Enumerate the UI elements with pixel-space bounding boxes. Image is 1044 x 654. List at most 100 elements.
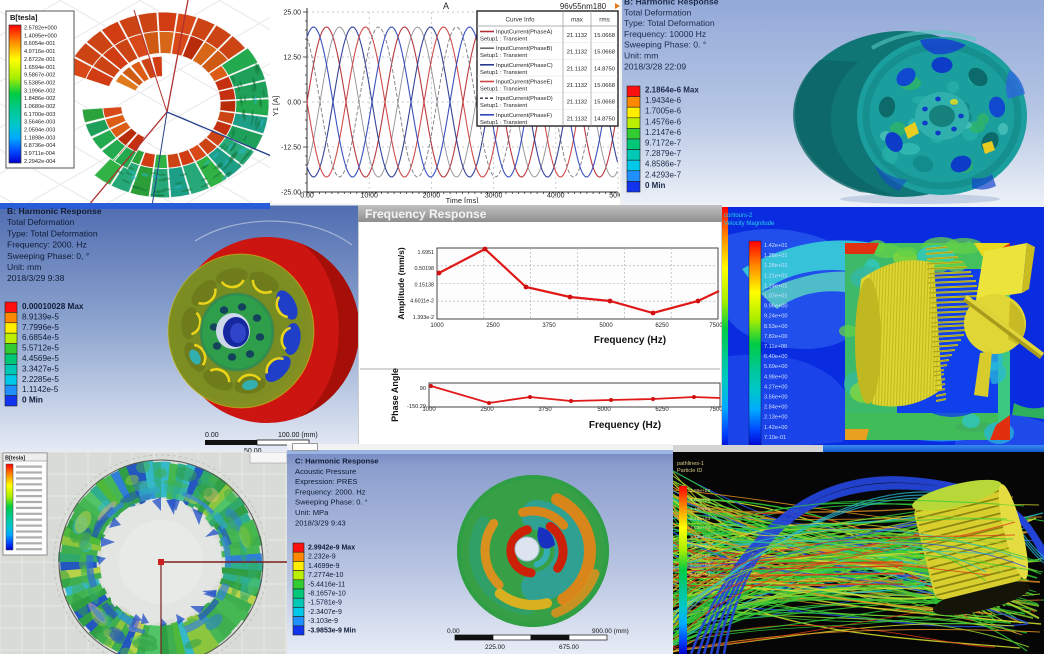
svg-text:15.0668: 15.0668 <box>594 33 615 39</box>
svg-text:-3.9853e-9 Min: -3.9853e-9 Min <box>308 627 356 634</box>
svg-text:Sweeping Phase: 0, °: Sweeping Phase: 0, ° <box>7 251 89 261</box>
svg-text:InputCurrent(PhaseE): InputCurrent(PhaseE) <box>496 80 552 86</box>
svg-text:Amplitude (mm/s): Amplitude (mm/s) <box>396 247 406 320</box>
svg-text:-5.4416e-11: -5.4416e-11 <box>308 581 345 588</box>
svg-text:-25.00: -25.00 <box>281 190 301 197</box>
svg-text:225.00: 225.00 <box>485 644 505 651</box>
svg-text:Acoustic Pressure: Acoustic Pressure <box>295 467 356 476</box>
svg-text:4.16e+03: 4.16e+03 <box>690 516 710 522</box>
svg-text:7500: 7500 <box>709 323 722 329</box>
svg-text:6250: 6250 <box>655 407 669 413</box>
svg-text:Type: Total Deformation: Type: Total Deformation <box>624 18 715 28</box>
svg-text:-12.50: -12.50 <box>281 145 301 152</box>
svg-text:5000: 5000 <box>599 323 613 329</box>
svg-text:max: max <box>571 17 584 24</box>
svg-text:21.1132: 21.1132 <box>567 66 588 72</box>
svg-text:3.9711e-004: 3.9711e-004 <box>24 151 55 157</box>
svg-text:5.5385e-002: 5.5385e-002 <box>24 80 55 86</box>
svg-text:2.9942e-9 Max: 2.9942e-9 Max <box>308 545 355 552</box>
svg-text:B: Harmonic Response: B: Harmonic Response <box>7 206 102 216</box>
svg-text:1000: 1000 <box>430 323 444 329</box>
svg-text:InputCurrent(PhaseA): InputCurrent(PhaseA) <box>496 30 552 36</box>
svg-text:Setup1 : Transient: Setup1 : Transient <box>480 53 527 59</box>
svg-text:14.8750: 14.8750 <box>594 116 615 122</box>
svg-text:Y1 [A]: Y1 [A] <box>271 96 280 116</box>
svg-text:6.40e+00: 6.40e+00 <box>764 354 788 360</box>
svg-text:3.3427e-5: 3.3427e-5 <box>22 364 59 373</box>
svg-text:50.00: 50.00 <box>609 193 620 200</box>
svg-text:Expression: PRES: Expression: PRES <box>295 477 357 486</box>
svg-text:9.5867e-002: 9.5867e-002 <box>24 73 55 79</box>
svg-text:Frequency: 2000. Hz: Frequency: 2000. Hz <box>295 487 366 496</box>
svg-text:Unit: MPa: Unit: MPa <box>295 508 329 517</box>
svg-text:0 Min: 0 Min <box>22 396 43 405</box>
svg-text:3.01e+03: 3.01e+03 <box>690 562 710 568</box>
svg-text:-8.1657e-10: -8.1657e-10 <box>308 591 346 598</box>
svg-text:Frequency: 10000 Hz: Frequency: 10000 Hz <box>624 29 706 39</box>
svg-text:2.2942e-004: 2.2942e-004 <box>24 159 55 165</box>
svg-text:1.21e+01: 1.21e+01 <box>764 273 788 279</box>
svg-text:InputCurrent(PhaseF): InputCurrent(PhaseF) <box>496 113 552 119</box>
svg-text:900.00 (mm): 900.00 (mm) <box>592 628 629 635</box>
svg-text:Phase Angle: Phase Angle <box>390 368 400 422</box>
svg-text:3.1996e-002: 3.1996e-002 <box>24 88 55 94</box>
svg-text:7.82e+00: 7.82e+00 <box>764 334 788 340</box>
svg-text:1.42e+01: 1.42e+01 <box>764 243 788 249</box>
svg-text:4.86e+03: 4.86e+03 <box>690 488 710 494</box>
svg-text:8.53e+00: 8.53e+00 <box>764 324 788 330</box>
svg-text:1.7005e-6: 1.7005e-6 <box>645 107 682 116</box>
svg-text:9.7172e-7: 9.7172e-7 <box>645 139 682 148</box>
svg-text:1000: 1000 <box>422 407 436 413</box>
svg-text:0.00: 0.00 <box>300 193 314 200</box>
svg-text:40.00: 40.00 <box>547 193 565 200</box>
svg-text:-3.103e-9: -3.103e-9 <box>308 618 338 625</box>
svg-text:1.42e+00: 1.42e+00 <box>764 425 788 431</box>
svg-text:2.1864e-6 Max: 2.1864e-6 Max <box>645 86 699 95</box>
svg-text:1.07e+01: 1.07e+01 <box>764 294 788 300</box>
svg-text:Curve Info: Curve Info <box>505 17 535 24</box>
svg-text:7.7996e-5: 7.7996e-5 <box>22 323 59 332</box>
svg-text:-1.5781e-9: -1.5781e-9 <box>308 600 342 607</box>
svg-text:1.4576e-6: 1.4576e-6 <box>645 117 682 126</box>
svg-text:21.1132: 21.1132 <box>567 33 588 39</box>
svg-text:1.6951: 1.6951 <box>418 250 435 256</box>
svg-text:1.0680e-002: 1.0680e-002 <box>24 104 55 110</box>
svg-text:1.28e+01: 1.28e+01 <box>764 263 788 269</box>
svg-text:Unit: mm: Unit: mm <box>7 262 41 272</box>
svg-text:C: Harmonic Response: C: Harmonic Response <box>295 457 379 466</box>
svg-text:2018/3/28 22:09: 2018/3/28 22:09 <box>624 61 686 71</box>
svg-text:Setup1 : Transient: Setup1 : Transient <box>480 70 527 76</box>
svg-text:Velocity Magnitude: Velocity Magnitude <box>724 221 775 227</box>
svg-text:-150.29: -150.29 <box>407 404 426 410</box>
svg-text:2.13e+00: 2.13e+00 <box>764 415 788 421</box>
svg-text:2018/3/29 9:38: 2018/3/29 9:38 <box>7 273 65 283</box>
svg-text:0.00: 0.00 <box>447 628 460 635</box>
svg-text:2.4293e-7: 2.4293e-7 <box>645 170 682 179</box>
svg-text:0.00: 0.00 <box>287 100 301 107</box>
svg-text:12.50: 12.50 <box>283 55 301 62</box>
svg-text:Frequency Response: Frequency Response <box>365 207 487 221</box>
svg-text:0.15138: 0.15138 <box>415 282 435 288</box>
svg-text:3.24e+03: 3.24e+03 <box>690 553 710 559</box>
svg-text:8.9139e-5: 8.9139e-5 <box>22 312 59 321</box>
svg-text:Unit: mm: Unit: mm <box>624 51 658 61</box>
svg-text:6250: 6250 <box>655 323 669 329</box>
svg-text:Particle ID: Particle ID <box>677 468 702 474</box>
svg-text:0.50198: 0.50198 <box>415 266 435 272</box>
svg-text:15.0668: 15.0668 <box>594 100 615 106</box>
svg-text:Sweeping Phase: 0. °: Sweeping Phase: 0. ° <box>624 40 706 50</box>
svg-text:9.24e+00: 9.24e+00 <box>764 314 788 320</box>
svg-text:1.1898e-003: 1.1898e-003 <box>24 135 55 141</box>
svg-text:30.00: 30.00 <box>485 193 503 200</box>
svg-text:2500: 2500 <box>486 323 500 329</box>
svg-text:contours-2: contours-2 <box>724 213 753 219</box>
svg-text:100.00 (mm): 100.00 (mm) <box>278 432 318 439</box>
svg-text:Frequency: 2000. Hz: Frequency: 2000. Hz <box>7 240 87 250</box>
svg-text:20.00: 20.00 <box>423 193 441 200</box>
svg-text:21.1132: 21.1132 <box>567 100 588 106</box>
svg-text:1.2147e-6: 1.2147e-6 <box>645 128 682 137</box>
svg-text:Frequency (Hz): Frequency (Hz) <box>589 420 661 431</box>
svg-text:6.6854e-5: 6.6854e-5 <box>22 333 59 342</box>
svg-text:A: A <box>443 1 449 11</box>
svg-text:2500: 2500 <box>480 407 494 413</box>
